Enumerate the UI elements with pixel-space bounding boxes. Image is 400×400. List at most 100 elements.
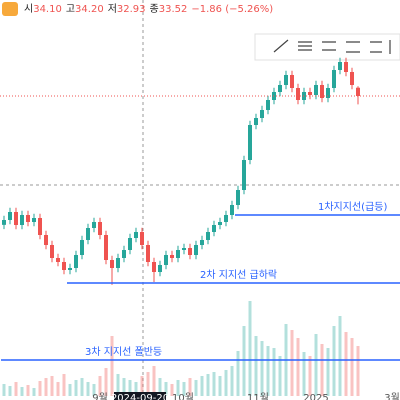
candle-body — [44, 235, 48, 245]
volume-bar — [152, 366, 156, 396]
candle-body — [260, 110, 264, 118]
volume-bar — [272, 348, 276, 396]
candle-body — [86, 228, 90, 240]
candle-body — [344, 62, 348, 72]
volume-bar — [236, 351, 240, 396]
header: 시34.10 고34.20 저32.93 종33.52 −1.86 (−5.26%) — [24, 3, 273, 15]
candle-body — [308, 92, 312, 95]
candle-body — [218, 222, 222, 225]
volume-bar — [224, 370, 228, 396]
candle-body — [74, 255, 78, 268]
candle-body — [56, 258, 60, 262]
volume-bar — [200, 376, 204, 396]
candle-body — [266, 100, 270, 110]
volume-bar — [128, 380, 132, 396]
x-tick-label: 10월 — [172, 392, 194, 400]
header-value: 34.10 — [33, 4, 62, 15]
candle-body — [32, 218, 36, 222]
volume-bar — [62, 374, 66, 396]
candle-body — [134, 232, 138, 238]
volume-bar — [134, 382, 138, 396]
volume-bar — [56, 382, 60, 396]
volume-bar — [230, 366, 234, 396]
candle-body — [128, 238, 132, 250]
volume-bar — [50, 376, 54, 396]
candle-body — [140, 232, 144, 245]
toolbar — [254, 33, 400, 61]
volume-bar — [206, 374, 210, 396]
candle-body — [254, 118, 258, 125]
volume-bar — [86, 382, 90, 396]
volume-bar — [20, 387, 24, 396]
volume-bar — [344, 332, 348, 396]
candle-body — [92, 222, 96, 228]
volume-bar — [242, 326, 246, 396]
candle-body — [326, 88, 330, 98]
candle-body — [98, 222, 102, 235]
volume-bar — [218, 376, 222, 396]
candle-body — [320, 85, 324, 98]
candle-body — [176, 250, 180, 258]
x-tick-label: 3월 — [384, 392, 400, 400]
header-value: 33.52 — [159, 4, 188, 15]
volume-bar — [350, 338, 354, 396]
volume-bar — [110, 336, 114, 396]
header-label: 고 — [66, 4, 75, 15]
header-label: 종 — [150, 3, 159, 15]
candle-body — [110, 260, 114, 268]
symbol-icon[interactable] — [2, 2, 18, 16]
candle-body — [14, 212, 18, 225]
candle-body — [212, 225, 216, 232]
volume-bar — [116, 374, 120, 396]
header-value: 32.93 — [117, 4, 146, 15]
candle-body — [8, 212, 12, 220]
volume-bar — [32, 388, 36, 396]
volume-bar — [146, 372, 150, 396]
x-tick-label: 9월 — [92, 392, 108, 400]
x-tick-label: 2025 — [303, 393, 328, 400]
candle-body — [152, 262, 156, 272]
volume-bar — [176, 380, 180, 396]
volume-bar — [164, 382, 168, 396]
candle-body — [236, 190, 240, 205]
candle-body — [332, 70, 336, 88]
volume-bar — [98, 376, 102, 396]
volume-bar — [212, 372, 216, 396]
candle-body — [68, 268, 72, 270]
volume-bar — [92, 384, 96, 396]
header-change: −1.86 (−5.26%) — [191, 4, 273, 15]
volume-bar — [260, 341, 264, 396]
candle-body — [158, 265, 162, 272]
volume-bar — [278, 356, 282, 396]
candle-body — [230, 205, 234, 215]
candle-body — [182, 248, 186, 250]
volume-bar — [338, 316, 342, 396]
volume-bar — [68, 384, 72, 396]
candle-body — [116, 258, 120, 268]
support-label: 2차 지지선 급하락 — [200, 268, 277, 281]
volume-bar — [302, 352, 306, 396]
volume-bar — [290, 330, 294, 396]
candle-body — [314, 85, 318, 95]
volume-bar — [8, 386, 12, 396]
support-label: 3차 지지선 폴반등 — [85, 346, 162, 358]
candle-body — [248, 125, 252, 160]
candle-body — [62, 262, 66, 270]
candle-body — [284, 75, 288, 85]
header-label: 저 — [108, 3, 117, 15]
volume-bar — [188, 378, 192, 396]
volume-bar — [326, 348, 330, 396]
volume-bar — [314, 334, 318, 396]
volume-bar — [26, 385, 30, 396]
volume-bar — [296, 338, 300, 396]
candle-body — [356, 87, 360, 96]
candle-body — [194, 245, 198, 255]
candle-body — [296, 88, 300, 100]
toolbar-icons[interactable] — [273, 39, 391, 54]
header-label: 시 — [24, 3, 33, 15]
candle-body — [26, 215, 30, 222]
x-tick-label: 2024-09-20 — [111, 393, 169, 400]
support-label: 1차지지선(급등) — [318, 201, 387, 213]
candle-body — [146, 245, 150, 262]
